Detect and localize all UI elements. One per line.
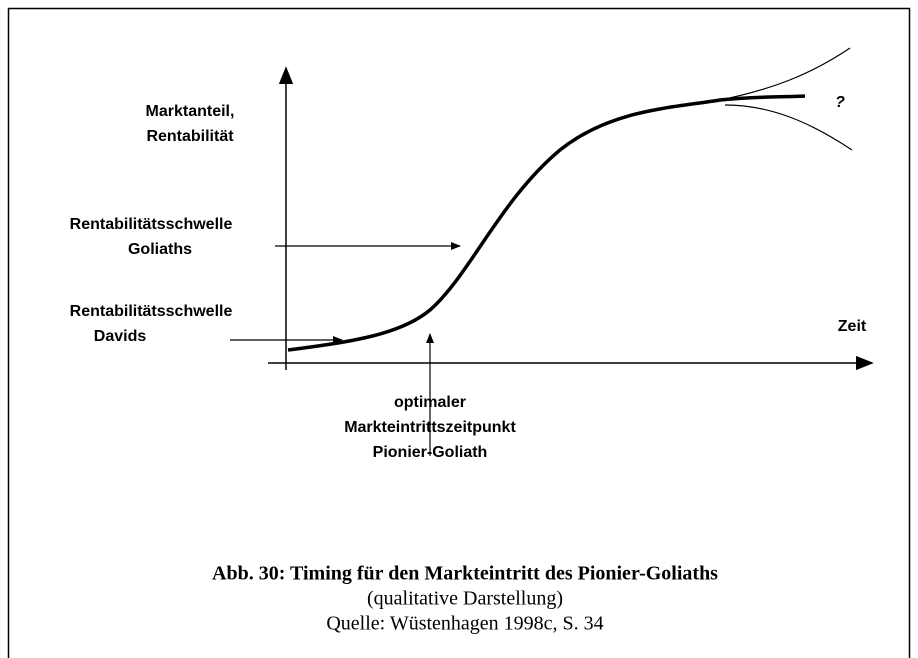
x-axis-label: Zeit	[838, 318, 867, 335]
entry-label: optimaler	[394, 394, 466, 411]
threshold-label: Rentabilitätsschwelle	[70, 303, 233, 320]
threshold-label: Goliaths	[128, 241, 192, 258]
entry-label: Pionier-Goliath	[373, 444, 488, 461]
question-mark: ?	[835, 94, 845, 111]
lower-branch	[724, 104, 853, 151]
caption-source: Quelle: Wüstenhagen 1998c, S. 34	[326, 613, 603, 635]
s-curve	[287, 94, 806, 352]
threshold-label: Davids	[94, 328, 147, 345]
caption-title: Abb. 30: Timing für den Markteintritt de…	[212, 563, 718, 585]
entry-label: Markteintrittszeitpunkt	[344, 419, 516, 436]
y-axis-label: Rentabilität	[146, 128, 234, 145]
y-axis-label: Marktanteil,	[146, 103, 235, 120]
upper-branch	[719, 47, 851, 101]
caption-subtitle: (qualitative Darstellung)	[367, 588, 563, 610]
threshold-label: Rentabilitätsschwelle	[70, 216, 233, 233]
frame	[7, 7, 911, 658]
